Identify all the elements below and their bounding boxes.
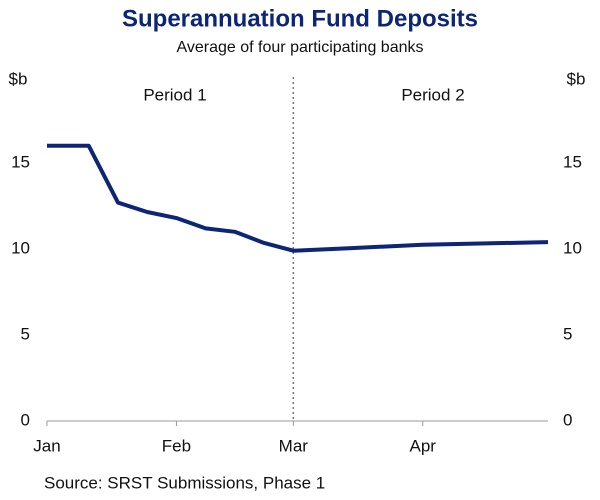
y-tick-label: 15 <box>11 152 30 171</box>
period-label: Period 1 <box>143 85 206 104</box>
y-tick-label: 15 <box>563 152 582 171</box>
x-tick-label: Apr <box>410 436 437 455</box>
x-tick-label: Jan <box>33 436 60 455</box>
source-note: Source: SRST Submissions, Phase 1 <box>44 473 325 492</box>
y-unit-right: $b <box>567 69 586 88</box>
y-tick-label: 5 <box>563 324 572 343</box>
y-tick-label: 10 <box>563 238 582 257</box>
y-unit-left: $b <box>9 69 28 88</box>
x-tick-label: Feb <box>162 436 191 455</box>
y-tick-label: 10 <box>11 238 30 257</box>
period-label: Period 2 <box>401 85 464 104</box>
chart-subtitle: Average of four participating banks <box>177 39 424 56</box>
y-tick-label: 5 <box>21 324 30 343</box>
chart-title: Superannuation Fund Deposits <box>122 5 478 32</box>
y-tick-label: 0 <box>563 410 572 429</box>
y-tick-label: 0 <box>21 410 30 429</box>
data-line <box>47 143 549 253</box>
x-tick-label: Mar <box>279 436 309 455</box>
